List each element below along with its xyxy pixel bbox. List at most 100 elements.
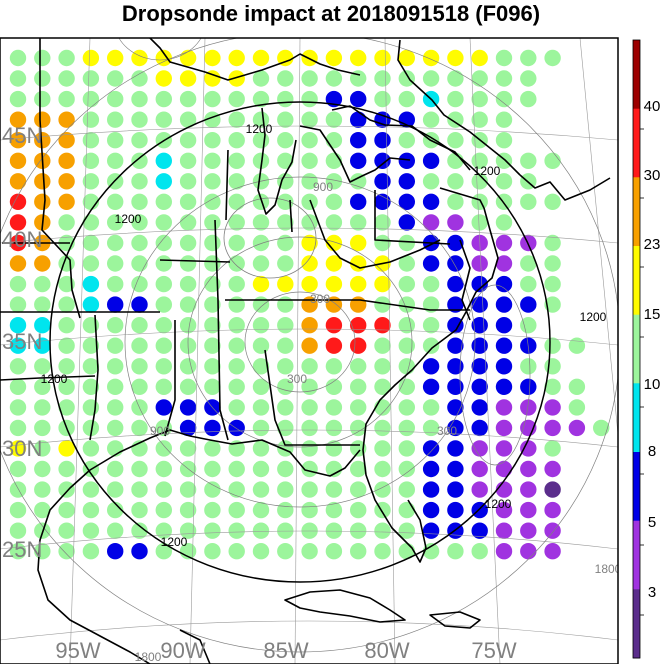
impact-dot <box>374 90 391 108</box>
impact-dot <box>82 522 100 539</box>
longitude-label: 80W <box>364 638 409 663</box>
impact-dot <box>82 214 100 231</box>
impact-dot <box>374 378 391 395</box>
contour-label: 1800 <box>595 562 622 576</box>
impact-dot <box>447 152 464 169</box>
impact-dot <box>252 337 270 354</box>
range-ring <box>0 38 618 653</box>
impact-dot <box>228 501 245 519</box>
impact-dot <box>447 460 464 478</box>
contour-label: 300 <box>287 372 307 386</box>
impact-dot <box>471 214 488 231</box>
impact-dot <box>155 152 172 169</box>
impact-dot <box>422 255 440 272</box>
impact-dot <box>568 337 586 354</box>
coastline-segment <box>519 174 611 201</box>
impact-dot <box>593 419 610 437</box>
coastline-segment <box>179 629 211 664</box>
impact-dot <box>325 317 343 334</box>
impact-dot <box>107 70 124 87</box>
impact-dot <box>277 296 294 313</box>
colorbar-segment <box>633 452 640 522</box>
impact-dot <box>398 358 415 375</box>
impact-dot <box>107 111 124 128</box>
impact-dot <box>471 440 488 457</box>
coastline-segment <box>284 589 406 623</box>
impact-dot <box>544 440 561 457</box>
range-ring <box>118 38 202 61</box>
impact-dot <box>9 214 27 231</box>
impact-dot <box>447 70 464 87</box>
impact-dot <box>471 173 488 190</box>
impact-dot <box>9 358 27 375</box>
impact-dot <box>252 90 270 108</box>
impact-dot <box>471 70 488 87</box>
impact-dot <box>252 111 270 128</box>
impact-dot <box>350 90 367 108</box>
impact-dot <box>495 501 513 519</box>
colorbar-segment <box>633 383 640 453</box>
impact-dot <box>374 481 391 498</box>
impact-dot <box>155 543 172 560</box>
colorbar-segment <box>633 520 640 590</box>
impact-dot <box>325 111 343 128</box>
impact-dot <box>277 255 294 272</box>
impact-dot <box>398 522 415 539</box>
colorbar-segment <box>633 589 640 659</box>
impact-dot <box>471 522 488 539</box>
impact-dot <box>131 152 148 169</box>
impact-dot <box>228 152 245 169</box>
impact-dot <box>447 296 464 313</box>
impact-dot <box>34 378 51 395</box>
impact-dot <box>131 378 148 395</box>
impact-dot <box>374 440 391 457</box>
impact-dot <box>447 358 464 375</box>
impact-dot <box>34 317 51 334</box>
latitude-label: 25N <box>2 537 42 562</box>
coastline-segment <box>397 39 521 176</box>
impact-dot <box>471 358 488 375</box>
impact-dot <box>228 358 245 375</box>
range-ring <box>223 197 317 279</box>
impact-dot <box>301 440 318 457</box>
impact-dot <box>301 358 318 375</box>
impact-dot <box>252 543 270 560</box>
impact-dot <box>179 419 197 437</box>
impact-dot <box>228 90 245 108</box>
impact-dot <box>131 317 148 334</box>
impact-dot <box>82 501 100 519</box>
impact-dot <box>422 193 440 210</box>
impact-dot <box>471 481 488 498</box>
impact-dot <box>398 152 415 169</box>
impact-dot <box>495 419 513 437</box>
impact-dot <box>107 49 124 67</box>
impact-dot <box>325 132 343 149</box>
impact-dot <box>204 193 221 210</box>
coastline-segment <box>264 349 360 446</box>
impact-dot <box>107 358 124 375</box>
impact-dot <box>544 49 561 67</box>
impact-dot <box>34 460 51 478</box>
impact-dot <box>82 399 100 416</box>
impact-dot <box>179 440 197 457</box>
impact-dot <box>9 522 27 539</box>
longitude-label: 75W <box>471 638 516 663</box>
impact-dot <box>204 460 221 478</box>
impact-dot <box>179 90 197 108</box>
impact-dot <box>179 214 197 231</box>
impact-dot <box>204 234 221 252</box>
impact-dot <box>252 214 270 231</box>
impact-dot <box>34 337 51 354</box>
impact-dot <box>204 337 221 354</box>
colorbar-tick-label: 8 <box>648 443 656 460</box>
impact-dot <box>301 543 318 560</box>
impact-dot <box>471 111 488 128</box>
impact-dot <box>544 501 561 519</box>
coastlines <box>0 38 611 664</box>
impact-dot <box>228 193 245 210</box>
impact-dot <box>252 501 270 519</box>
impact-dot <box>107 543 124 560</box>
impact-dot <box>131 481 148 498</box>
impact-dot <box>544 358 561 375</box>
coastline-segment <box>89 314 99 441</box>
